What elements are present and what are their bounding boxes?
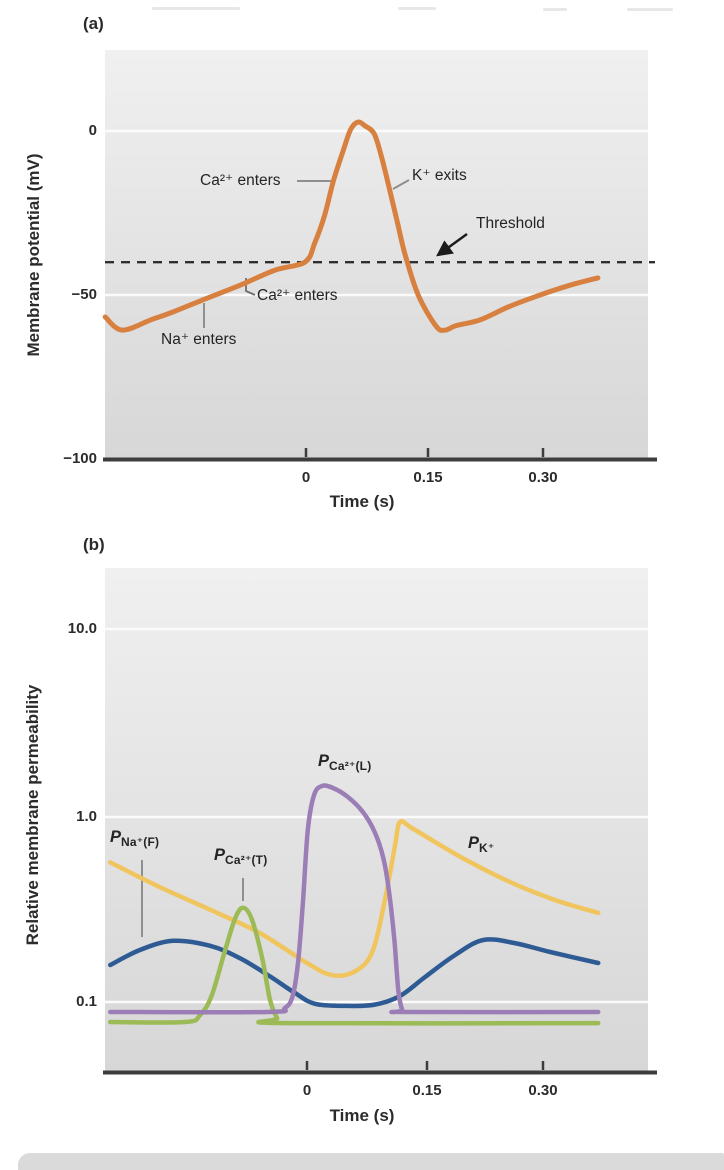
page-below-content-edge <box>18 1153 724 1170</box>
curve-label-pna: PNa⁺(F) <box>110 828 159 849</box>
panel-b-x-axis-title: Time (s) <box>329 1106 395 1125</box>
pna-curve <box>108 937 601 1009</box>
page-artifact <box>398 7 436 10</box>
k-exits-leader-line <box>392 179 410 190</box>
threshold-arrow <box>436 232 468 257</box>
panel-b-chart-svg <box>103 627 657 1075</box>
pk-curve <box>108 818 601 978</box>
panel-b-xtick-015: 0.15 <box>412 1082 442 1099</box>
panel-a-ytick-neg100: −100 <box>63 450 97 467</box>
panel-b-ytick-01: 0.1 <box>76 993 97 1010</box>
panel-b-xtick-030: 0.30 <box>528 1082 558 1099</box>
pcal-curve <box>108 783 601 1015</box>
panel-b-ytick-1: 1.0 <box>76 808 97 825</box>
panel-b: (b) Relative membrane permeability 10.0 … <box>0 530 724 1152</box>
page-artifact <box>152 7 240 10</box>
curve-label-pcal: PCa²⁺(L) <box>318 752 371 773</box>
panel-a: (a) <box>0 0 724 530</box>
pna-subscript: Na⁺(F) <box>121 835 160 849</box>
panel-b-label: (b) <box>83 535 105 554</box>
pna-symbol: P <box>110 828 122 846</box>
page-artifact <box>627 8 673 11</box>
pcat-symbol: P <box>214 846 226 864</box>
panel-b-ytick-10: 10.0 <box>67 620 97 637</box>
pk-symbol: P <box>468 834 480 852</box>
panel-a-xtick-030: 0.30 <box>528 469 558 486</box>
pcat-curve <box>108 905 601 1026</box>
panel-b-xtick-0: 0 <box>302 1082 312 1099</box>
annotation-ca-enters-lower: Ca²⁺ enters <box>257 287 338 304</box>
membrane-potential-curve <box>102 119 601 333</box>
panel-a-x-axis-title: Time (s) <box>329 492 395 511</box>
panel-a-ytick-neg50: −50 <box>71 286 97 303</box>
panel-a-label: (a) <box>83 14 104 33</box>
pcat-subscript: Ca²⁺(T) <box>225 853 268 867</box>
panel-b-plot-area <box>105 568 648 1072</box>
annotation-threshold: Threshold <box>476 215 545 232</box>
panel-a-xtick-0: 0 <box>301 469 311 486</box>
panel-a-chart-svg <box>102 119 657 462</box>
annotation-na-enters: Na⁺ enters <box>161 331 237 348</box>
panel-a-y-axis-title: Membrane potential (mV) <box>24 153 43 357</box>
annotation-ca-enters-upper: Ca²⁺ enters <box>200 172 281 189</box>
panel-a-ytick-0: 0 <box>88 122 97 139</box>
pk-subscript: K⁺ <box>479 841 495 855</box>
page-artifact <box>543 8 567 11</box>
panel-a-xtick-015: 0.15 <box>413 469 443 486</box>
panel-a-plot-area <box>105 50 648 459</box>
curve-label-pcat: PCa²⁺(T) <box>214 846 267 867</box>
pcal-symbol: P <box>318 752 330 770</box>
curve-label-pk: PK⁺ <box>468 834 494 855</box>
pcal-subscript: Ca²⁺(L) <box>329 759 372 773</box>
annotation-k-exits: K⁺ exits <box>412 167 467 184</box>
